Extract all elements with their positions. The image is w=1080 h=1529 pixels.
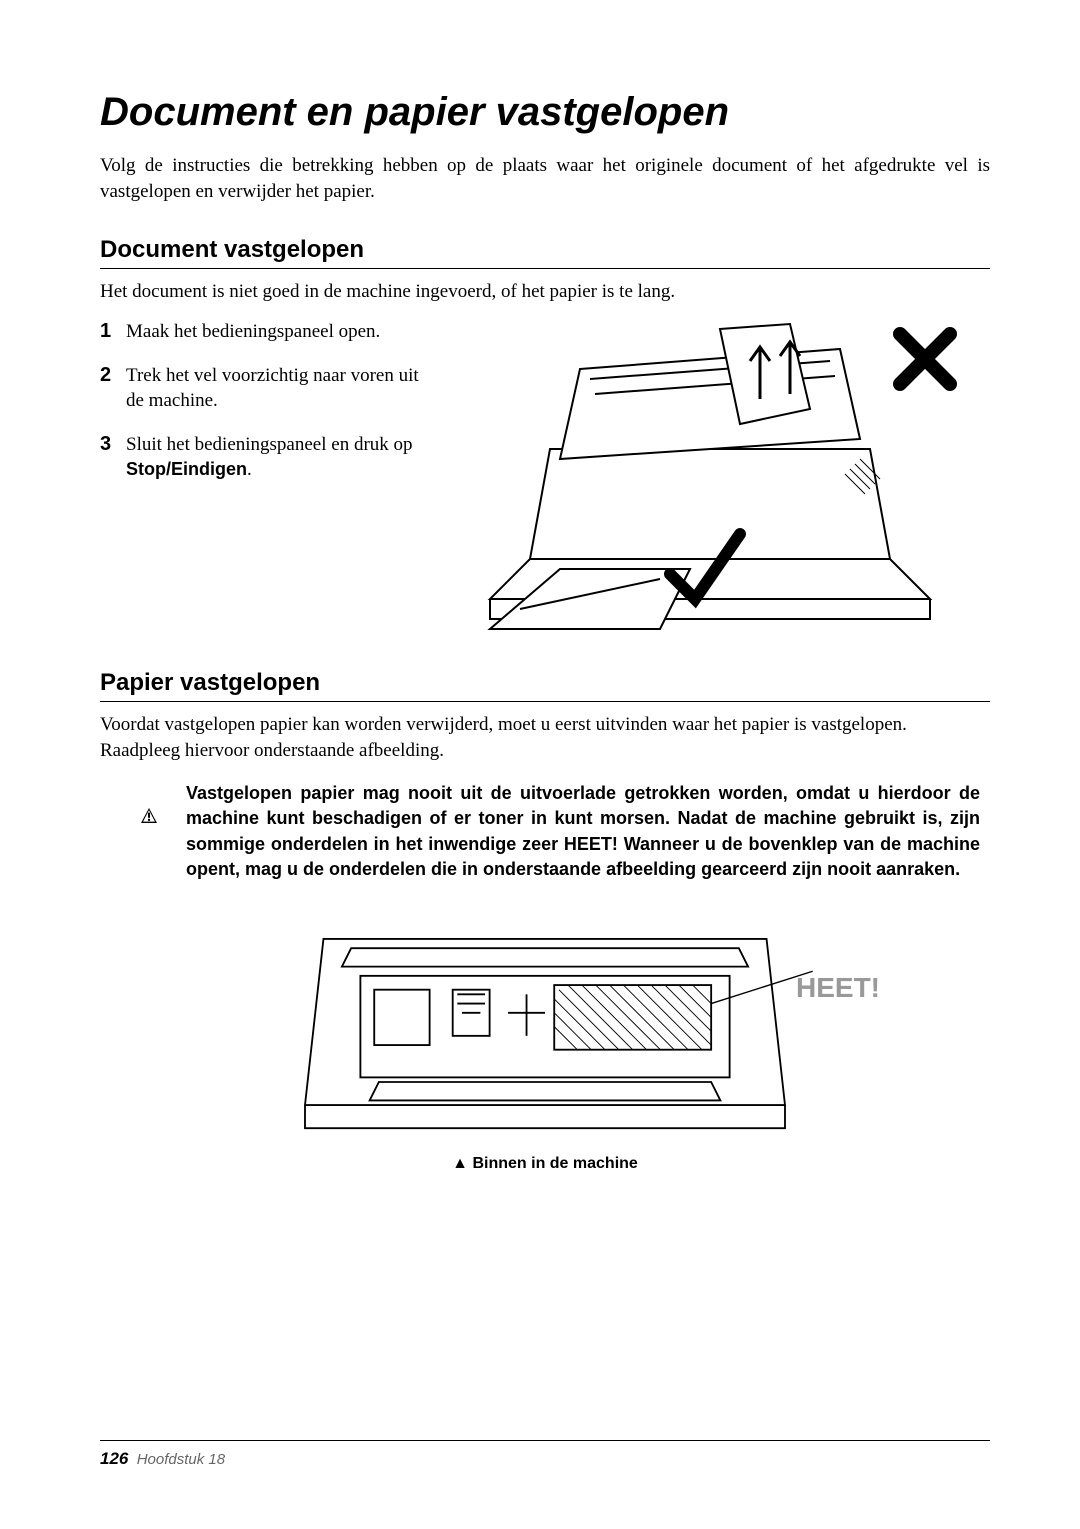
page-intro: Volg de instructies die betrekking hebbe… bbox=[100, 153, 990, 204]
section1-row: 1 Maak het bedieningspaneel open. 2 Trek… bbox=[100, 319, 990, 639]
step-text-prefix: Sluit het bedieningspaneel en druk op bbox=[126, 434, 413, 455]
step-number: 1 bbox=[100, 319, 118, 345]
step-text: Trek het vel voorzichtig naar voren uit … bbox=[126, 363, 420, 414]
step-text: Sluit het bedieningspaneel en druk op St… bbox=[126, 432, 420, 483]
warning-text: Vastgelopen papier mag nooit uit de uitv… bbox=[186, 781, 980, 882]
step-text-suffix: . bbox=[247, 459, 252, 480]
page-footer: 126 Hoofdstuk 18 bbox=[100, 1440, 990, 1469]
step-item: 1 Maak het bedieningspaneel open. bbox=[100, 319, 420, 345]
page-title: Document en papier vastgelopen bbox=[100, 90, 990, 135]
page-number: 126 bbox=[100, 1449, 128, 1468]
step-number: 3 bbox=[100, 432, 118, 483]
printer-figure-1 bbox=[450, 319, 990, 639]
caption-triangle-icon: ▲ bbox=[452, 1155, 472, 1172]
step-number: 2 bbox=[100, 363, 118, 414]
warning-box: Vastgelopen papier mag nooit uit de uitv… bbox=[140, 781, 980, 882]
step-text-bold: Stop/Eindigen bbox=[126, 459, 247, 479]
section1-heading: Document vastgelopen bbox=[100, 236, 990, 264]
printer-figure-2-wrap: HEET! ▲ Binnen in de machine bbox=[100, 902, 990, 1202]
section1-intro: Het document is niet goed in de machine … bbox=[100, 279, 990, 305]
steps-list: 1 Maak het bedieningspaneel open. 2 Trek… bbox=[100, 319, 420, 501]
section1-rule bbox=[100, 268, 990, 269]
printer-illustration-2 bbox=[265, 902, 825, 1142]
caption-text: Binnen in de machine bbox=[472, 1155, 637, 1172]
heet-label: HEET! bbox=[796, 972, 880, 1004]
step-item: 3 Sluit het bedieningspaneel en druk op … bbox=[100, 432, 420, 483]
section2-intro: Voordat vastgelopen papier kan worden ve… bbox=[100, 712, 990, 763]
step-item: 2 Trek het vel voorzichtig naar voren ui… bbox=[100, 363, 420, 414]
step-text: Maak het bedieningspaneel open. bbox=[126, 319, 380, 345]
warning-icon bbox=[140, 781, 158, 851]
footer-text: 126 Hoofdstuk 18 bbox=[100, 1449, 990, 1469]
figure-caption: ▲ Binnen in de machine bbox=[100, 1155, 990, 1173]
chapter-label: Hoofdstuk 18 bbox=[137, 1451, 225, 1468]
printer-illustration-1 bbox=[450, 319, 990, 639]
section2-heading: Papier vastgelopen bbox=[100, 669, 990, 697]
section2-rule bbox=[100, 701, 990, 702]
